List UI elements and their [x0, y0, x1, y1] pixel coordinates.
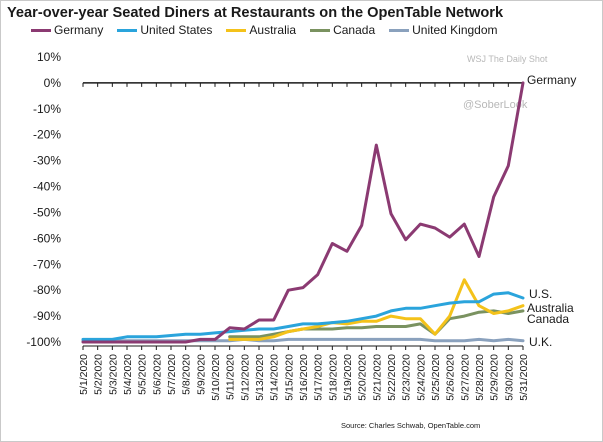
x-tick-label: 5/9/2020	[195, 354, 207, 395]
legend-swatch	[31, 28, 51, 32]
x-tick-label: 5/26/2020	[445, 354, 457, 401]
y-tick-label: -50%	[33, 205, 61, 219]
chart-title: Year-over-year Seated Diners at Restaura…	[7, 5, 504, 21]
y-tick-label: -70%	[33, 257, 61, 271]
x-tick-label: 5/4/2020	[122, 354, 134, 395]
legend: Germany United States Australia Canada Unite…	[31, 22, 512, 38]
y-tick-label: -10%	[33, 102, 61, 116]
series-line-australia	[228, 278, 525, 341]
y-tick-label: 0%	[44, 76, 62, 90]
end-label: U.S.	[529, 287, 552, 301]
legend-item: Germany	[31, 23, 103, 37]
x-tick-label: 5/21/2020	[371, 354, 383, 401]
x-tick-label: 5/24/2020	[415, 354, 427, 401]
y-tick-label: -100%	[26, 335, 61, 349]
legend-swatch	[117, 28, 138, 32]
x-tick-label: 5/17/2020	[313, 354, 325, 401]
y-axis: 10% 0% -10% -20% -30% -40% -50% -60% -70% -80% -90…	[26, 50, 61, 349]
y-tick-label: -60%	[33, 231, 61, 245]
y-tick-label: -40%	[33, 180, 61, 194]
x-tick-label: 5/30/2020	[503, 354, 515, 401]
x-tick-label: 5/20/2020	[357, 354, 369, 401]
watermark-handle: @SoberLook	[463, 99, 528, 111]
legend-label: Germany	[54, 23, 104, 37]
end-label: Australia	[527, 301, 574, 315]
watermark: WSJ The Daily Shot @SoberLook	[463, 54, 548, 111]
end-label: Germany	[527, 73, 576, 87]
x-tick-label: 5/19/2020	[342, 354, 354, 401]
x-tick-label: 5/22/2020	[386, 354, 398, 401]
x-tick-label: 5/15/2020	[283, 354, 295, 401]
x-tick-label: 5/18/2020	[327, 354, 339, 401]
legend-item: Australia	[226, 23, 296, 37]
y-tick-label: 10%	[37, 50, 61, 64]
series-line-united-states	[81, 291, 525, 341]
legend-label: United States	[140, 23, 213, 37]
x-tick-label: 5/6/2020	[151, 354, 163, 395]
y-tick-label: -20%	[33, 128, 61, 142]
legend-swatch	[226, 28, 247, 32]
watermark-text: WSJ The Daily Shot	[467, 54, 548, 64]
x-tick-label: 5/23/2020	[401, 354, 413, 401]
legend-item: United Kingdom	[389, 23, 498, 37]
legend-swatch	[310, 28, 331, 32]
x-tick-label: 5/3/2020	[107, 354, 119, 395]
legend-label: United Kingdom	[412, 23, 498, 37]
x-tick-label: 5/31/2020	[518, 354, 530, 401]
x-tick-label: 5/28/2020	[474, 354, 486, 401]
series-line-canada	[228, 309, 525, 339]
x-tick-label: 5/25/2020	[430, 354, 442, 401]
x-tick-label: 5/13/2020	[254, 354, 266, 401]
y-tick-label: -90%	[33, 309, 61, 323]
x-tick-label: 5/27/2020	[459, 354, 471, 401]
legend-item: Canada	[310, 23, 375, 37]
series-layer	[81, 81, 525, 344]
x-tick-label: 5/2/2020	[93, 354, 105, 395]
x-tick-label: 5/10/2020	[210, 354, 222, 401]
x-tick-label: 5/14/2020	[269, 354, 281, 401]
legend-label: Australia	[249, 23, 297, 37]
legend-swatch	[389, 28, 410, 32]
x-tick-label: 5/12/2020	[239, 354, 251, 401]
x-tick-label: 5/11/2020	[225, 354, 237, 400]
end-label: U.K.	[529, 335, 552, 349]
x-tick-label: 5/7/2020	[166, 354, 178, 395]
end-label: Canada	[527, 312, 569, 326]
y-tick-label: -30%	[33, 154, 61, 168]
legend-item: United States	[117, 23, 212, 37]
x-tick-label: 5/8/2020	[181, 354, 193, 395]
legend-label: Canada	[333, 23, 376, 37]
y-tick-label: -80%	[33, 283, 61, 297]
series-line-germany	[81, 81, 525, 344]
x-axis: 5/1/2020 5/2/2020 5/3/2020 5/4/2020 5/5/2020…	[78, 82, 530, 401]
x-tick-label: 5/1/2020	[78, 354, 90, 395]
source-note: Source: Charles Schwab, OpenTable.com	[341, 421, 480, 430]
x-tick-label: 5/5/2020	[137, 354, 149, 395]
x-tick-label: 5/16/2020	[298, 354, 310, 401]
x-tick-label: 5/29/2020	[489, 354, 501, 401]
